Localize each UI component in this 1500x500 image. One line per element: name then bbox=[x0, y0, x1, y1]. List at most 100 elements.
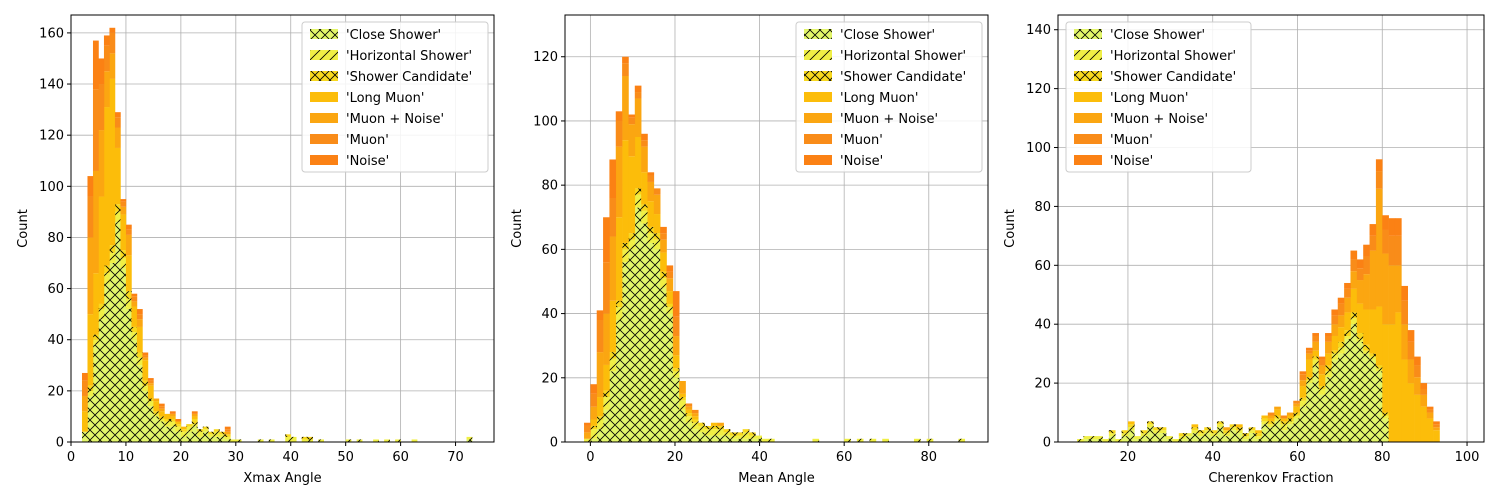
legend-item: 'Close Shower' bbox=[310, 28, 441, 43]
legend-label: 'Muon + Noise' bbox=[346, 112, 444, 127]
histogram-bar-hatch bbox=[120, 250, 127, 258]
histogram-bar bbox=[590, 419, 598, 426]
histogram-bar-hatch bbox=[628, 239, 636, 250]
histogram-bar-hatch bbox=[1350, 324, 1358, 442]
histogram-bar bbox=[114, 112, 121, 118]
histogram-bar-hatch bbox=[158, 418, 165, 422]
histogram-bar bbox=[1274, 406, 1281, 410]
histogram-bar-hatch bbox=[717, 429, 724, 436]
histogram-bar-hatch bbox=[1318, 388, 1326, 395]
histogram-bar-hatch bbox=[666, 303, 674, 308]
legend-swatch-hatch bbox=[804, 29, 832, 39]
histogram-bar bbox=[1350, 250, 1358, 260]
legend-swatch bbox=[1074, 92, 1102, 102]
histogram-bar-hatch bbox=[1255, 436, 1262, 440]
histogram-bar bbox=[158, 403, 165, 407]
histogram-bar bbox=[609, 198, 617, 237]
histogram-bar-hatch bbox=[1248, 430, 1256, 434]
histogram-bar bbox=[1293, 403, 1300, 407]
histogram-bar-hatch bbox=[622, 249, 629, 263]
histogram-bar-hatch bbox=[1083, 436, 1091, 440]
histogram-bar-hatch bbox=[285, 436, 292, 442]
histogram-bar-hatch bbox=[136, 357, 143, 366]
histogram-bar-hatch bbox=[1274, 421, 1281, 442]
histogram-bar-hatch bbox=[98, 309, 105, 320]
histogram-bar-hatch bbox=[660, 271, 667, 279]
y-tick-label: 60 bbox=[47, 282, 64, 297]
legend-label: 'Muon' bbox=[1110, 133, 1153, 148]
legend-swatch-hatch bbox=[310, 29, 338, 39]
histogram-bar bbox=[114, 127, 121, 148]
histogram-bar bbox=[1350, 259, 1358, 272]
histogram-bar-hatch bbox=[1375, 365, 1383, 369]
histogram-bar-hatch bbox=[1229, 430, 1237, 442]
x-tick-label: 60 bbox=[392, 450, 409, 465]
histogram-bar bbox=[131, 301, 138, 307]
legend: 'Close Shower' 'Horizontal Shower' 'Shower… bbox=[301, 21, 489, 173]
histogram-bar bbox=[103, 45, 110, 72]
legend: 'Close Shower' 'Horizontal Shower' 'Shower… bbox=[1065, 21, 1252, 173]
y-tick-label: 120 bbox=[1026, 82, 1051, 97]
histogram-bar bbox=[1375, 159, 1383, 172]
histogram-bar bbox=[1331, 315, 1339, 325]
legend-item: 'Muon + Noise' bbox=[804, 112, 938, 127]
y-tick-label: 40 bbox=[541, 307, 558, 322]
histogram-bar-hatch bbox=[1325, 371, 1332, 378]
plot-frame bbox=[1057, 14, 1485, 443]
histogram-bar-hatch bbox=[1108, 430, 1116, 434]
histogram-bar-hatch bbox=[208, 431, 215, 435]
histogram-bar bbox=[191, 416, 198, 419]
histogram-bar-hatch bbox=[1216, 421, 1224, 425]
histogram-bar-hatch bbox=[1127, 424, 1135, 428]
histogram-bar-hatch bbox=[114, 222, 121, 442]
histogram-bar-hatch bbox=[723, 429, 731, 433]
histogram-bar-hatch bbox=[120, 268, 127, 442]
histogram-bar-hatch bbox=[1363, 344, 1370, 351]
histogram-bar-hatch bbox=[1185, 436, 1192, 442]
legend-item: 'Close Shower' bbox=[1074, 28, 1205, 43]
histogram-bar-hatch bbox=[685, 422, 693, 442]
legend-swatch bbox=[804, 92, 832, 102]
histogram-bar bbox=[672, 316, 680, 337]
histogram-bar bbox=[609, 300, 617, 353]
histogram-bar bbox=[1318, 359, 1326, 366]
histogram-bar bbox=[1299, 374, 1307, 381]
histogram-bar-hatch bbox=[142, 380, 149, 386]
histogram-bar-hatch bbox=[153, 413, 160, 417]
histogram-bar-hatch bbox=[1261, 424, 1269, 442]
histogram-bar bbox=[1344, 282, 1351, 289]
legend-swatch bbox=[310, 155, 338, 165]
histogram-bar bbox=[691, 409, 699, 414]
histogram-bar-hatch bbox=[1375, 368, 1383, 372]
series-noise bbox=[81, 27, 231, 430]
histogram-bar-hatch bbox=[603, 397, 610, 410]
x-tick-label: 80 bbox=[921, 450, 938, 465]
legend-item: 'Long Muon' bbox=[1074, 91, 1188, 106]
histogram-bar-hatch bbox=[87, 390, 94, 396]
histogram-bar-hatch bbox=[1191, 433, 1199, 442]
x-tick-label: 50 bbox=[337, 450, 354, 465]
histogram-bar-hatch bbox=[125, 309, 132, 442]
histogram-bar bbox=[1325, 353, 1332, 366]
legend-swatch bbox=[1074, 134, 1102, 144]
legend-item: 'Long Muon' bbox=[804, 91, 918, 106]
histogram-bar-hatch bbox=[653, 249, 661, 442]
histogram-bar bbox=[87, 314, 94, 386]
histogram-bar-hatch bbox=[307, 439, 314, 442]
histogram-bar bbox=[1356, 268, 1364, 281]
histogram-bar bbox=[1305, 359, 1313, 378]
histogram-bar bbox=[87, 176, 94, 197]
histogram-bar-hatch bbox=[1318, 386, 1326, 389]
histogram-bar bbox=[103, 35, 110, 46]
histogram-bar bbox=[125, 255, 132, 292]
histogram-bar-hatch bbox=[1210, 430, 1218, 434]
histogram-bar-hatch bbox=[1255, 439, 1262, 442]
histogram-bar-hatch bbox=[142, 390, 149, 442]
histogram-bar-hatch bbox=[1280, 430, 1288, 442]
x-tick-label: 20 bbox=[667, 450, 684, 465]
histogram-bar-hatch bbox=[761, 438, 769, 442]
x-ticks: 20 40 60 80 100 bbox=[1120, 442, 1479, 465]
histogram-bar bbox=[628, 117, 636, 125]
histogram-bar-hatch bbox=[641, 223, 648, 442]
histogram-bar bbox=[1312, 350, 1319, 357]
